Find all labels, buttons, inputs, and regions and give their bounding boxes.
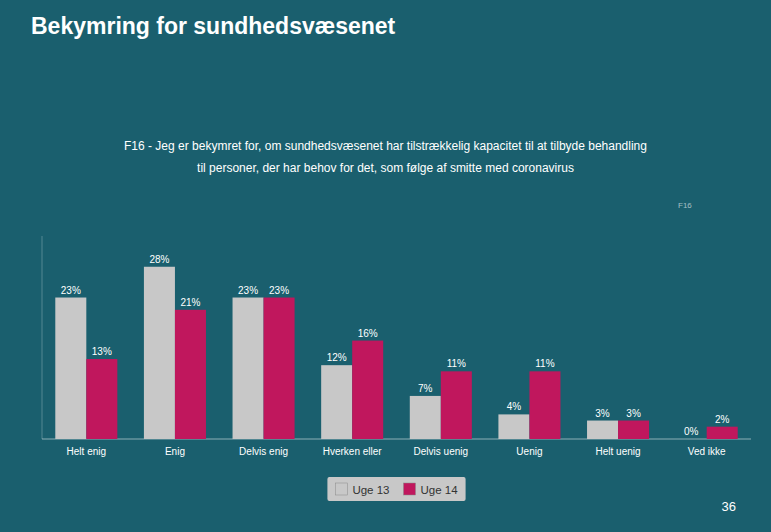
legend-swatch (404, 483, 416, 495)
x-tick-label: Enig (165, 446, 185, 457)
bar (144, 267, 175, 439)
bar (587, 421, 618, 439)
data-labels: 23% 28% 23% 12% 7% 4% 3% 0% 13% 21% 23% 16% 11% 11% 3%… (61, 254, 730, 437)
data-label: 0% (684, 426, 699, 437)
y-axis-line (42, 236, 43, 439)
bar (55, 298, 86, 439)
bar (676, 439, 707, 440)
data-label: 12% (327, 352, 347, 363)
data-label: 28% (149, 254, 169, 265)
legend: Uge 13 Uge 14 (327, 477, 465, 501)
data-label: 3% (626, 408, 641, 419)
x-tick-label: Helt uenig (596, 446, 641, 457)
page-number: 36 (722, 499, 736, 514)
bar (410, 396, 441, 439)
bar (321, 365, 352, 439)
title: Bekymring for sundhedsvæsenet (31, 13, 396, 39)
subtitle: til personer, der har behov for det, som… (197, 161, 574, 175)
bar (352, 341, 383, 439)
subtitle: F16 - Jeg er bekymret for, om sundhedsvæ… (124, 139, 647, 153)
watermark: F16 (678, 201, 692, 210)
data-label: 16% (358, 328, 378, 339)
legend-swatch (335, 483, 347, 495)
data-label: 11% (535, 358, 554, 369)
data-label: 4% (507, 401, 522, 412)
bar (529, 371, 560, 439)
data-label: 13% (92, 346, 112, 357)
bar (618, 421, 649, 439)
x-tick-label: Delvis uenig (414, 446, 468, 457)
bar (264, 298, 295, 439)
x-tick-label: Hverken eller (323, 446, 383, 457)
data-label: 11% (447, 358, 466, 369)
bars (55, 267, 737, 439)
x-tick-label: Uenig (516, 446, 542, 457)
bar (233, 298, 264, 439)
bar (441, 371, 472, 439)
chart-container: Bekymring for sundhedsvæsenet F16 - Jeg e… (0, 0, 771, 532)
legend-label: Uge 13 (352, 484, 389, 496)
x-tick-label: Delvis enig (239, 446, 288, 457)
data-label: 21% (180, 297, 200, 308)
chart-svg: Bekymring for sundhedsvæsenet F16 - Jeg e… (0, 0, 771, 532)
data-label: 23% (269, 285, 289, 296)
bar (175, 310, 206, 439)
bar (498, 414, 529, 439)
background (0, 0, 771, 532)
x-tick-label: Helt enig (67, 446, 106, 457)
bar (86, 359, 117, 439)
data-label: 2% (715, 414, 730, 425)
x-tick-label: Ved ikke (688, 446, 726, 457)
legend-label: Uge 14 (421, 484, 459, 496)
legend-box (327, 477, 465, 501)
data-label: 23% (61, 285, 81, 296)
data-label: 3% (595, 408, 610, 419)
data-label: 7% (418, 383, 433, 394)
bar (707, 427, 738, 439)
data-label: 23% (238, 285, 258, 296)
